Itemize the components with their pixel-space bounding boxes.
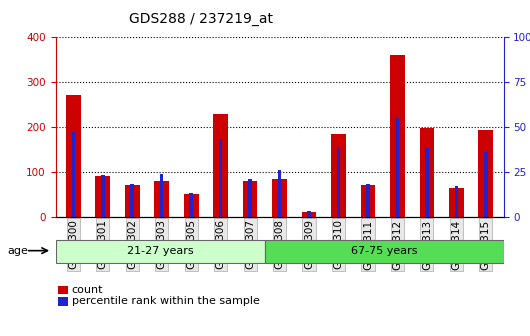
Bar [479,130,493,217]
Bar [449,187,464,217]
Bar [249,179,252,217]
Bar [331,134,346,217]
Bar [278,170,281,217]
Bar [101,175,104,217]
Bar [184,194,199,217]
Bar [213,114,228,217]
Text: GDS288 / 237219_at: GDS288 / 237219_at [129,12,273,26]
FancyBboxPatch shape [56,240,264,262]
Bar [272,178,287,217]
Bar [160,174,163,217]
Bar [366,184,370,217]
Text: percentile rank within the sample: percentile rank within the sample [72,296,259,306]
Bar [302,212,316,217]
FancyBboxPatch shape [264,240,504,262]
Bar [337,149,340,217]
Bar [189,193,193,217]
Bar [420,128,434,217]
Bar [219,139,223,217]
Bar [125,185,139,217]
Text: 21-27 years: 21-27 years [127,246,193,256]
Bar [425,149,429,217]
Text: count: count [72,285,103,295]
Bar [66,95,81,217]
Bar [154,181,169,217]
Bar [484,152,488,217]
Bar [72,132,75,217]
Bar [307,211,311,217]
Bar [390,55,405,217]
Bar [455,186,458,217]
Text: age: age [7,246,28,256]
Text: 67-75 years: 67-75 years [351,246,417,256]
Bar [95,176,110,217]
Bar [396,118,399,217]
Bar [243,181,258,217]
Bar [130,184,134,217]
Bar [360,185,375,217]
